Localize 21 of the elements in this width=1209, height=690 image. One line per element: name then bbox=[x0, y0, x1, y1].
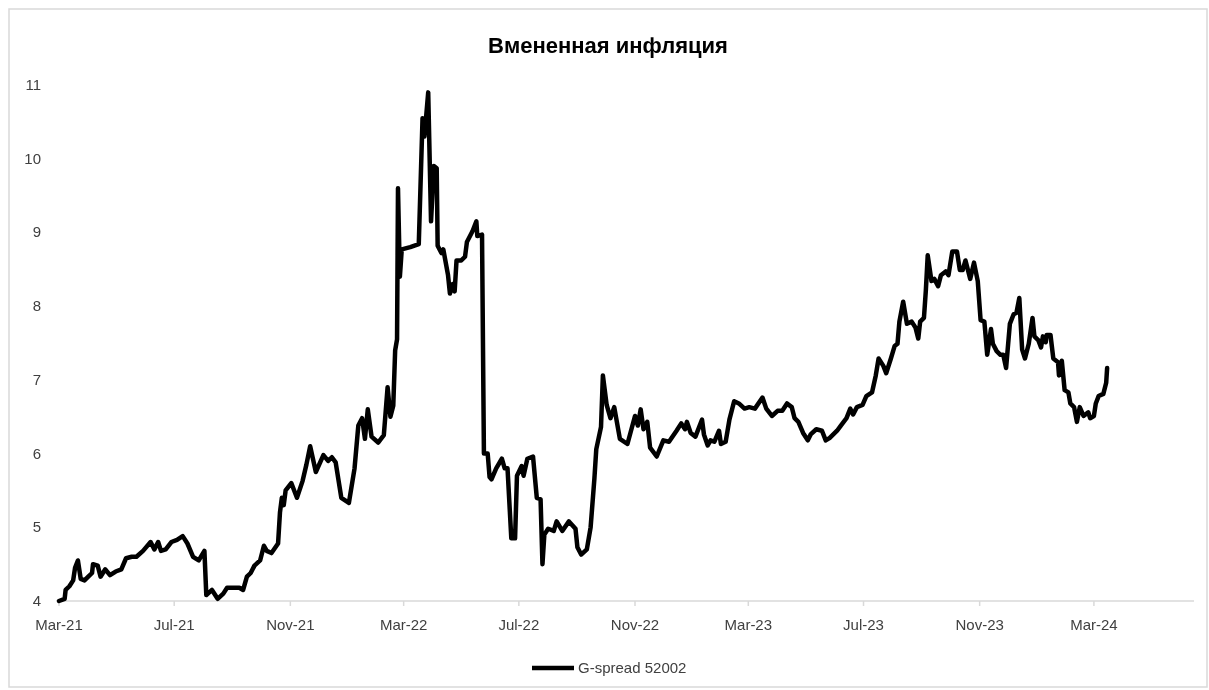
y-tick-label: 6 bbox=[32, 444, 41, 462]
x-tick-label: Mar-21 bbox=[35, 616, 83, 633]
chart-title: Вмененная инфляция bbox=[488, 33, 728, 58]
legend-label: G-spread 52002 bbox=[578, 659, 687, 676]
x-tick-label: Nov-23 bbox=[955, 616, 1004, 633]
x-tick-label: Mar-24 bbox=[1070, 616, 1118, 633]
x-tick-label: Jul-23 bbox=[843, 616, 884, 633]
x-tick-label: Mar-23 bbox=[724, 616, 773, 633]
y-tick-label: 4 bbox=[32, 592, 41, 609]
x-tick-label: Nov-22 bbox=[610, 616, 660, 633]
x-tick-label: Mar-22 bbox=[379, 616, 428, 633]
y-tick-label: 11 bbox=[25, 76, 41, 93]
x-tick-label: Jul-22 bbox=[498, 616, 540, 633]
line-series bbox=[56, 90, 1110, 604]
y-tick-label: 9 bbox=[32, 223, 41, 241]
y-tick-label: 5 bbox=[32, 518, 41, 536]
y-tick-label: 7 bbox=[32, 370, 41, 388]
y-tick-label: 8 bbox=[32, 297, 41, 315]
x-tick-label: Nov-21 bbox=[266, 616, 315, 633]
y-tick-label: 10 bbox=[24, 149, 41, 167]
x-tick-label: Jul-21 bbox=[153, 616, 195, 633]
